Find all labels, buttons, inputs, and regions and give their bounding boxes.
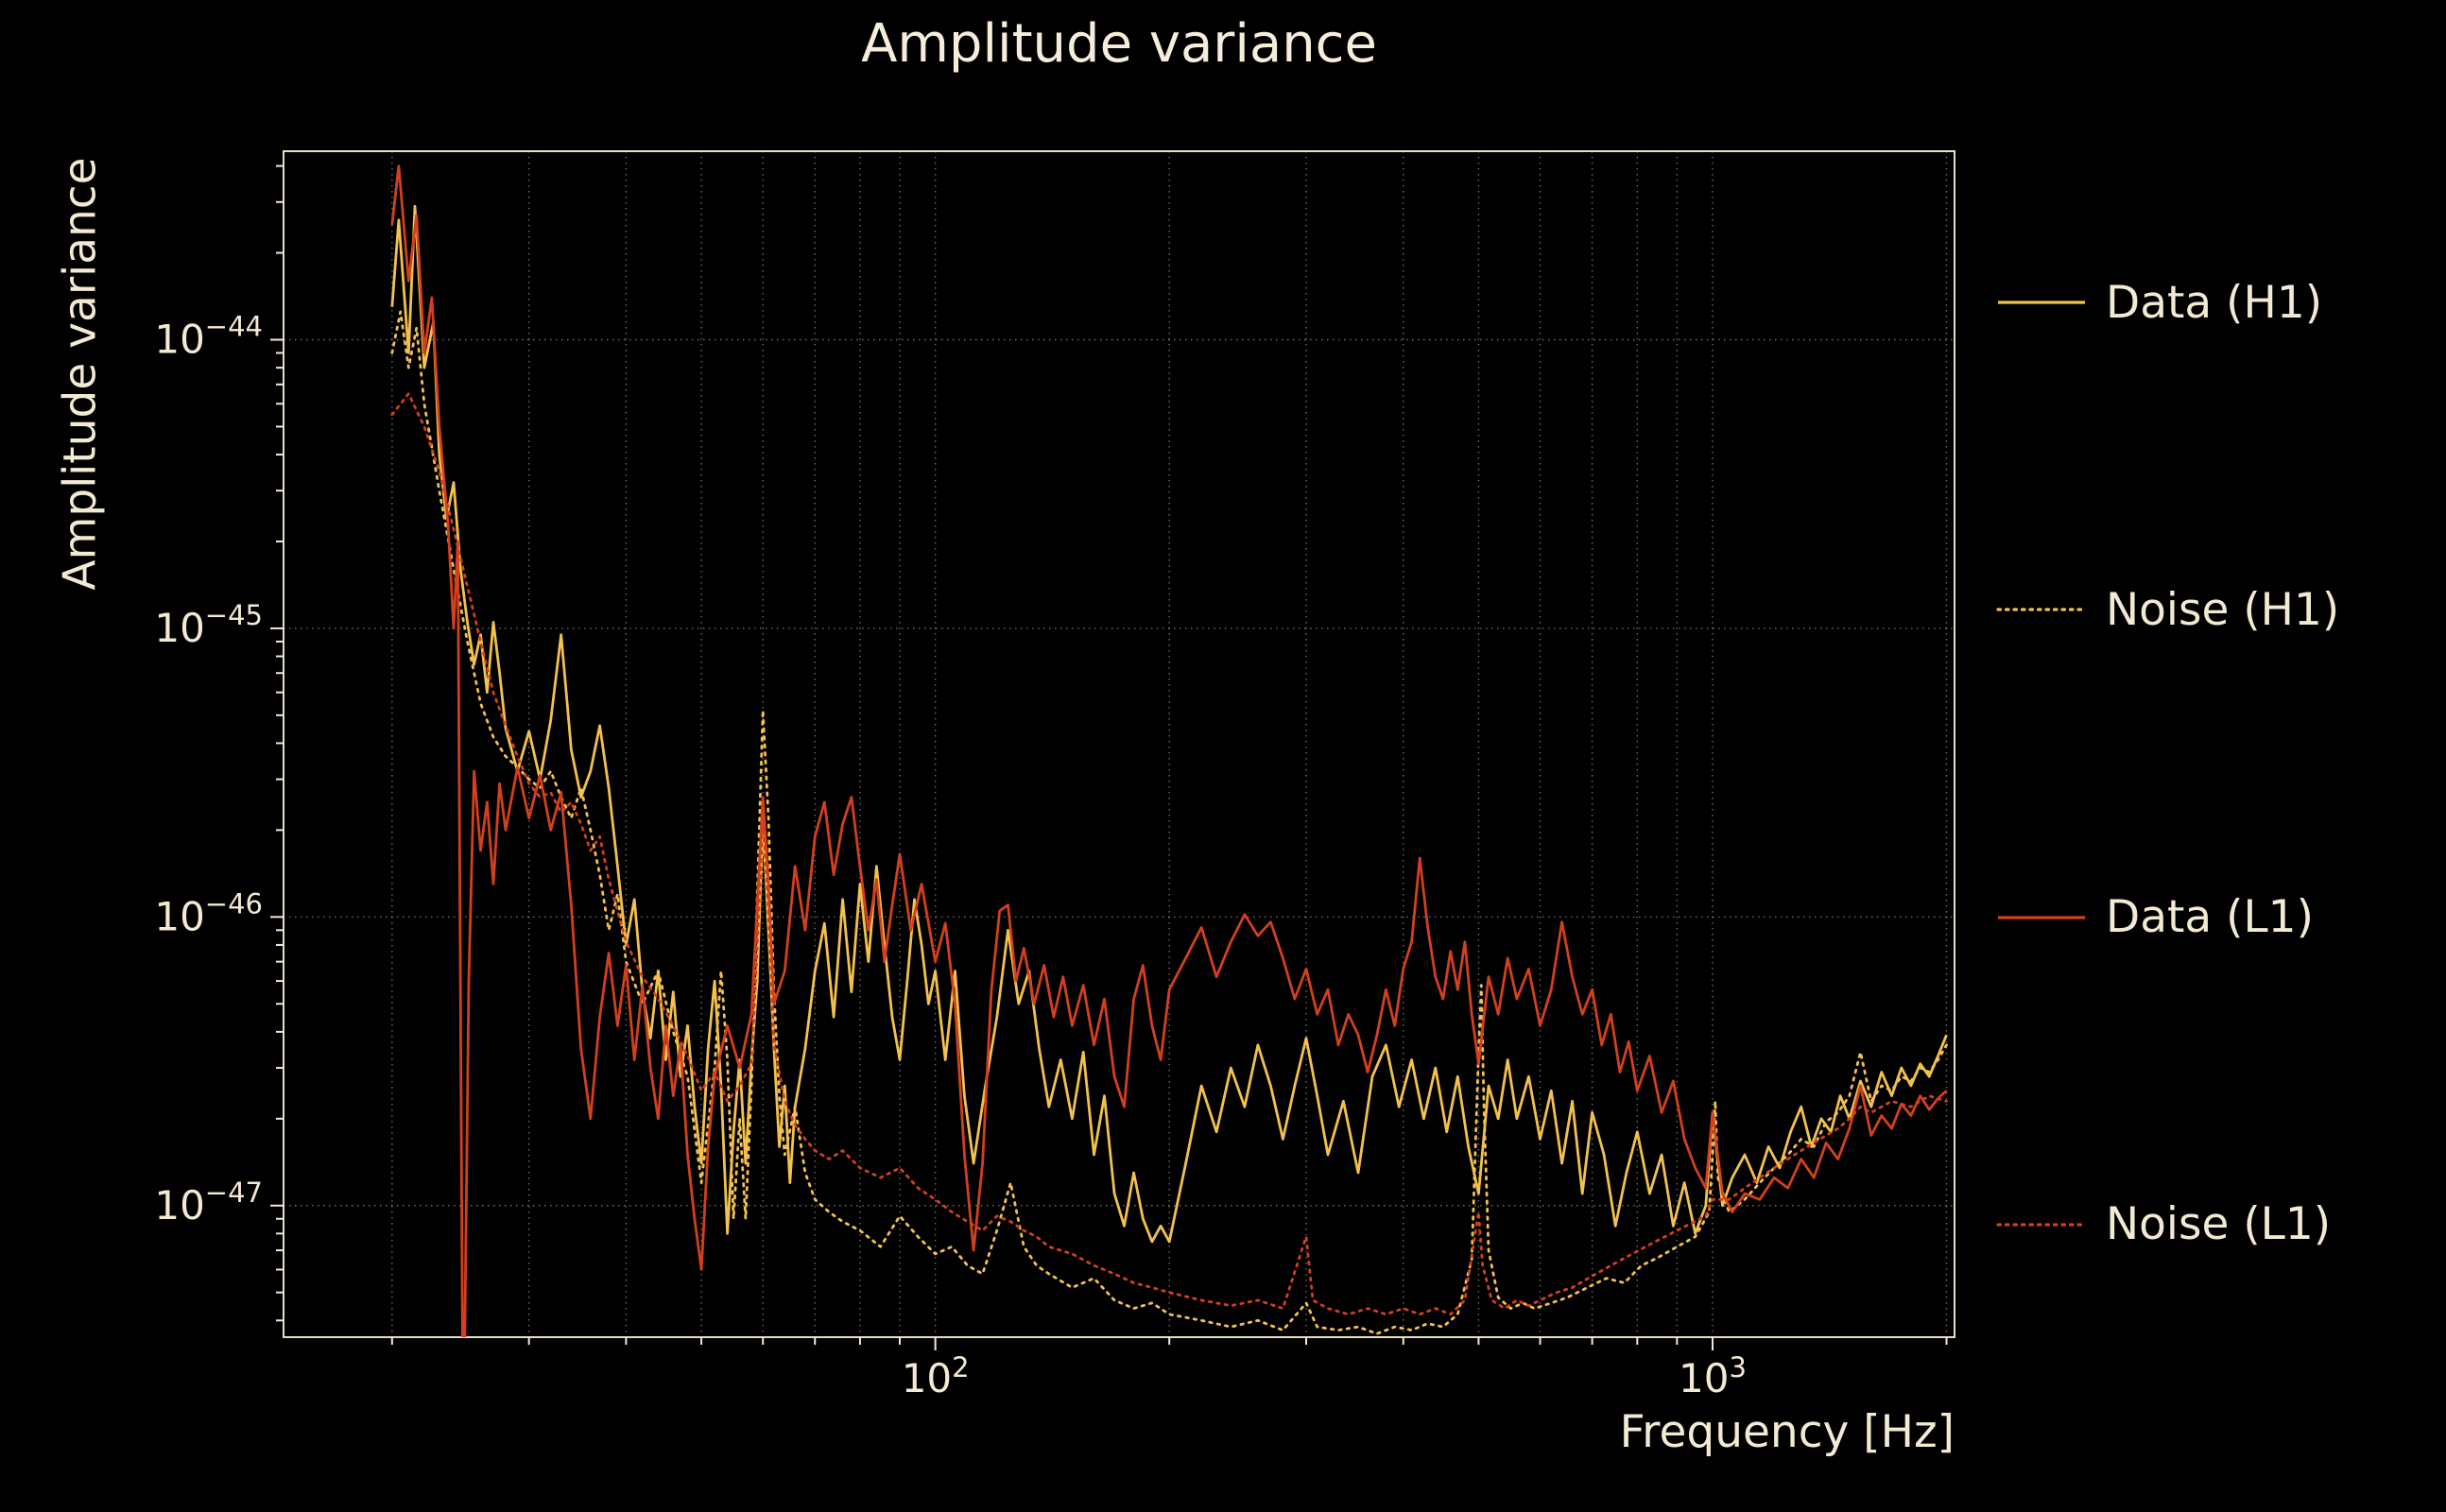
- legend-line-sample: [1998, 916, 2085, 919]
- chart-title: Amplitude variance: [861, 13, 1377, 75]
- series-line-2: [390, 164, 1948, 1337]
- legend-line-sample: [1996, 608, 2087, 611]
- legend-item-2: Data (L1): [1996, 891, 2431, 944]
- legend-item-0: Data (H1): [1996, 276, 2431, 329]
- x-tick-label: 102: [902, 1351, 970, 1401]
- legend-item-3: Noise (L1): [1996, 1198, 2431, 1251]
- legend-line-sample: [1998, 301, 2085, 304]
- legend-label: Data (H1): [2106, 276, 2323, 329]
- legend: Data (H1) Noise (H1) Data (L1) Noise (L1): [1996, 276, 2431, 1251]
- legend-item-1: Noise (H1): [1996, 583, 2431, 636]
- legend-label: Noise (H1): [2106, 583, 2340, 636]
- series-line-1: [390, 310, 1948, 1335]
- series-line-0: [390, 204, 1948, 1244]
- legend-label: Data (L1): [2106, 891, 2314, 944]
- x-axis-label: Frequency [Hz]: [1619, 1406, 1955, 1458]
- series-line-3: [390, 392, 1948, 1316]
- y-tick-label: 10−46: [154, 887, 263, 939]
- plot-frame: [283, 150, 1955, 1338]
- legend-label: Noise (L1): [2106, 1198, 2332, 1251]
- y-tick-label: 10−45: [154, 599, 263, 651]
- x-tick-label: 103: [1679, 1351, 1747, 1401]
- legend-line-sample: [1996, 1223, 2087, 1227]
- y-tick-label: 10−44: [154, 311, 263, 363]
- y-tick-label: 10−47: [154, 1177, 263, 1228]
